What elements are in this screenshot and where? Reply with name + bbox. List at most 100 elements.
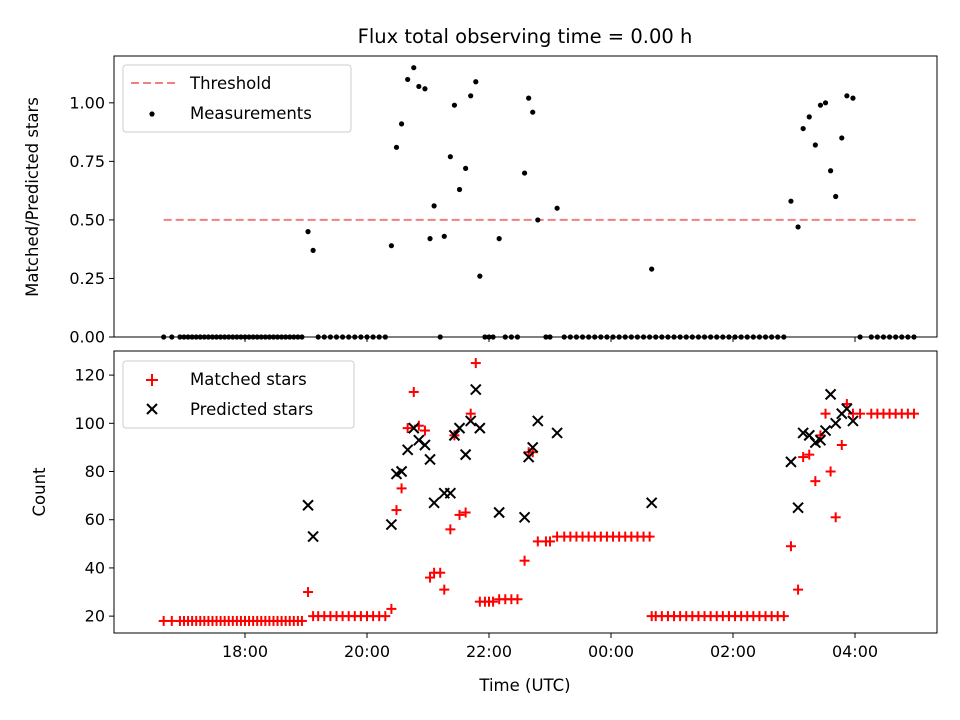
x-tick-label: 20:00: [344, 642, 390, 661]
predicted-point: [395, 465, 408, 478]
top-y-tick-label: 0.75: [69, 152, 105, 171]
bottom-y-axis-label: Count: [30, 467, 49, 517]
measurement-point: [850, 95, 856, 101]
bottom-y-ticks: 20 40 60 80 100 120: [74, 366, 114, 626]
measurement-point: [422, 86, 428, 92]
matched-point: [908, 408, 919, 419]
matched-point: [488, 596, 499, 607]
predicted-point: [829, 417, 842, 430]
measurement-point: [388, 243, 394, 249]
predicted-point: [428, 497, 440, 509]
matched-point: [408, 386, 419, 397]
bottom-y-tick-label: 100: [74, 414, 105, 433]
measurement-point: [451, 102, 458, 108]
top-legend-frame: [122, 64, 352, 133]
matched-point: [512, 594, 523, 605]
matched-point: [836, 440, 847, 450]
x-tick-label: 00:00: [588, 642, 634, 661]
measurement-point: [456, 186, 463, 193]
predicted-point: [302, 499, 314, 511]
matched-point: [303, 587, 314, 598]
x-tick-label: 18:00: [222, 642, 268, 661]
bottom-axes-frame: [113, 350, 938, 634]
x-axis-label: Time (UTC): [478, 676, 570, 695]
predicted-point: [424, 453, 436, 466]
bottom-panel: 20 40 60 80 100 120 18:00 20:00 22:00 00:00 02:00…: [30, 350, 938, 695]
matched-point: [470, 358, 481, 369]
predicted-point: [470, 383, 482, 396]
measurement-point: [411, 65, 417, 71]
top-y-tick-label: 0.00: [69, 328, 105, 347]
chart-title: Flux total observing time = 0.00 h: [358, 25, 693, 48]
bottom-y-tick-label: 20: [85, 607, 105, 626]
x-tick-label: 02:00: [710, 642, 756, 661]
measurement-point: [468, 93, 474, 99]
x-tick-label: 04:00: [832, 642, 878, 661]
top-y-axis-label: Matched/Predicted stars: [23, 97, 42, 297]
predicted-point: [444, 487, 457, 499]
measurement-point: [463, 165, 469, 171]
measurement-point: [535, 217, 541, 223]
legend-threshold-label: Threshold: [189, 74, 271, 93]
measurement-point: [441, 233, 447, 239]
predicted-point: [814, 434, 827, 446]
top-axes-frame: [113, 55, 938, 338]
matched-point: [825, 466, 836, 477]
predicted-point: [645, 497, 658, 509]
predicted-point: [464, 415, 477, 427]
predicted-point: [792, 501, 804, 514]
predicted-point: [532, 415, 544, 427]
matched-point: [445, 524, 456, 535]
predicted-point: [518, 511, 531, 524]
top-y-tick-label: 0.25: [69, 269, 105, 288]
legend-matched-swatch: [146, 374, 158, 386]
measurement-point: [822, 100, 829, 106]
predicted-point: [453, 422, 466, 434]
measurement-point: [812, 142, 818, 148]
measurement-point: [817, 102, 824, 108]
matched-point: [439, 584, 450, 595]
bottom-y-tick-label: 80: [85, 462, 105, 481]
measurement-point: [473, 79, 479, 85]
predicted-point: [419, 439, 431, 451]
matched-point: [396, 483, 407, 494]
measurement-point: [496, 236, 502, 242]
measurement-point: [649, 266, 655, 272]
measurement-point: [530, 109, 536, 115]
measurement-point: [427, 236, 433, 242]
measurement-point: [844, 93, 850, 99]
top-y-tick-label: 0.50: [69, 210, 105, 229]
measurement-point: [431, 203, 437, 209]
matched-point: [460, 507, 471, 518]
legend-predicted-swatch: [146, 403, 158, 415]
matched-point: [296, 615, 307, 626]
legend-matched-label: Matched stars: [190, 370, 307, 389]
matched-point: [545, 536, 555, 547]
measurement-point: [839, 135, 845, 141]
measurement-point: [416, 83, 422, 90]
measurement-point: [447, 154, 453, 160]
matched-point: [402, 423, 413, 434]
measurement-point: [521, 170, 528, 176]
predicted-point: [847, 415, 859, 427]
matched-point: [454, 509, 465, 520]
legend-measurements-label: Measurements: [190, 104, 312, 123]
bottom-marks: [158, 358, 919, 626]
measurement-point: [833, 193, 839, 200]
bottom-y-tick-label: 60: [85, 510, 105, 529]
matched-point: [419, 425, 430, 436]
measurement-point: [393, 144, 400, 150]
predicted-point: [385, 518, 398, 531]
measurement-point: [305, 229, 311, 235]
measurement-point: [788, 198, 794, 204]
predicted-point: [493, 506, 505, 519]
bottom-y-tick-label: 40: [85, 558, 105, 577]
top-panel: 0.00 0.25 0.50 0.75 1.00 Matched/Predicted s…: [23, 55, 938, 347]
measurement-point: [526, 95, 532, 101]
measurement-point: [477, 273, 483, 279]
matched-point: [804, 449, 815, 460]
legend-measurements-swatch: [149, 111, 155, 117]
measurement-point: [554, 205, 560, 211]
matched-point: [435, 567, 446, 578]
